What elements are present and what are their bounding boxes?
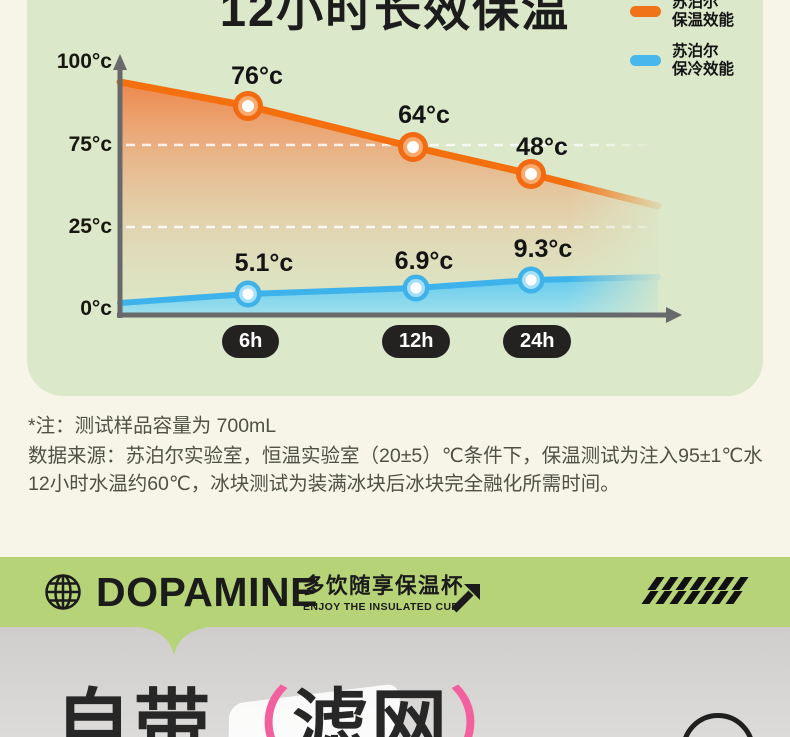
footnote: *注：测试样品容量为 700mL 数据来源：苏泊尔实验室，恒温实验室（20±5）…: [28, 412, 770, 498]
footnote-source: 数据来源：苏泊尔实验室，恒温实验室（20±5）℃条件下，保温测试为注入95±1℃…: [28, 445, 763, 495]
brand-band: [0, 557, 790, 627]
slash-pattern: [641, 577, 749, 604]
arrow-ne-icon: [451, 584, 480, 613]
slash-row-top: [647, 577, 749, 590]
legend-warm-label-line1: 苏泊尔: [672, 0, 719, 11]
x-tick-6h: 6h: [222, 325, 280, 358]
legend-cold-label: 苏泊尔 保冷效能: [672, 43, 734, 78]
tagline-cn: 多饮随享保温杯: [303, 574, 465, 598]
legend-warm-swatch-icon: [630, 6, 661, 17]
y-tick-0: 0°c: [80, 297, 112, 320]
x-tick-24h: 24h: [503, 325, 572, 358]
brand-tagline: 多饮随享保温杯 ENJOY THE INSULATED CUP: [303, 574, 464, 613]
legend-warm-label-line2: 保温效能: [672, 11, 735, 29]
tagline-en: ENJOY THE INSULATED CUP: [303, 601, 459, 613]
heading-paren-open: （: [213, 683, 292, 737]
footnote-note: *注：测试样品容量为 700mL: [28, 415, 277, 437]
brand-name: DOPAMINE: [96, 569, 318, 615]
y-tick-25: 25°c: [68, 215, 112, 238]
globe-icon: [45, 574, 81, 610]
slash-row-bottom: [641, 591, 744, 604]
heading-feature: 滤网: [292, 683, 450, 737]
bottom-heading: 自带（滤网）: [55, 688, 529, 737]
legend-cold-label-line2: 保冷效能: [672, 60, 735, 78]
heading-paren-close: ）: [450, 683, 529, 737]
chart-title: 12小时长效保温: [219, 0, 571, 36]
slash-icon: [725, 591, 743, 604]
y-tick-100: 100°c: [56, 50, 112, 73]
page-number: 05: [702, 734, 733, 737]
heading-part1: 自带: [55, 683, 213, 737]
legend-cold-label-line1: 苏泊尔: [672, 43, 719, 60]
chart-legend: 苏泊尔 保温效能 苏泊尔 保冷效能: [630, 0, 780, 92]
legend-item-cold: 苏泊尔 保冷效能: [630, 43, 780, 78]
legend-item-warm: 苏泊尔 保温效能: [630, 0, 780, 29]
y-tick-75: 75°c: [68, 133, 112, 156]
x-tick-12h: 12h: [382, 325, 451, 358]
band-tab-shape: [132, 626, 216, 655]
legend-cold-swatch-icon: [630, 55, 661, 66]
legend-warm-label: 苏泊尔 保温效能: [672, 0, 734, 29]
